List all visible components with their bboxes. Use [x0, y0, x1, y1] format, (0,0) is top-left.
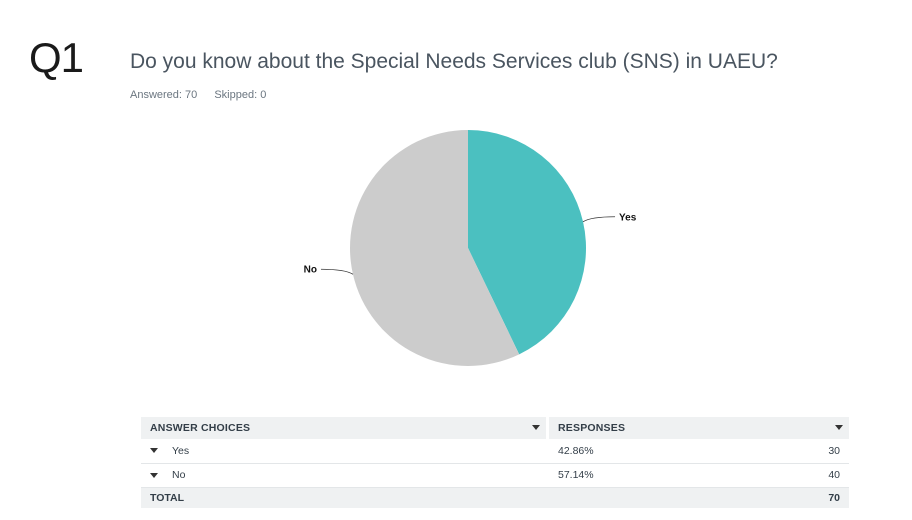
percent-cell: 42.86%: [549, 439, 759, 464]
row-gap: [546, 463, 549, 488]
answer-choices-header-label: ANSWER CHOICES: [150, 422, 251, 434]
choice-label: Yes: [172, 444, 190, 457]
answered-count: Answered: 70: [130, 89, 198, 101]
table-row: Yes 42.86% 30: [141, 439, 849, 464]
row-gap: [546, 439, 549, 464]
responses-header[interactable]: RESPONSES: [549, 417, 849, 439]
leader-line-no: [320, 268, 354, 275]
pie-slice-yes[interactable]: [468, 130, 586, 355]
table-row: No 57.14% 40: [141, 463, 849, 488]
responses-header-label: RESPONSES: [558, 422, 626, 434]
response-meta: Answered: 70 Skipped: 0: [130, 89, 280, 101]
count-cell: 30: [759, 439, 849, 464]
question-number: Q1: [29, 34, 84, 81]
header-gap: [546, 417, 549, 439]
table-header-row: ANSWER CHOICES RESPONSES: [141, 417, 849, 439]
total-row: TOTAL 70: [141, 487, 849, 508]
pie-chart: Yes No: [304, 130, 637, 366]
pie-label-yes: Yes: [619, 212, 637, 223]
leader-line-yes: [582, 216, 616, 223]
choice-cell: No: [141, 463, 546, 488]
total-label: TOTAL: [141, 487, 546, 508]
choice-cell: Yes: [141, 439, 546, 464]
question-title: Do you know about the Special Needs Serv…: [130, 50, 778, 73]
total-gap: [546, 487, 549, 508]
expand-arrow-icon[interactable]: [150, 472, 158, 478]
expand-arrow-icon[interactable]: [150, 448, 158, 454]
sort-arrow-icon[interactable]: [835, 425, 843, 430]
skipped-count: Skipped: 0: [214, 89, 267, 101]
count-cell: 40: [759, 463, 849, 488]
percent-cell: 57.14%: [549, 463, 759, 488]
pie-label-no: No: [304, 265, 317, 276]
total-count: 70: [759, 487, 849, 508]
sort-arrow-icon[interactable]: [532, 425, 540, 430]
answer-choices-header[interactable]: ANSWER CHOICES: [141, 417, 546, 439]
total-spacer: [549, 487, 759, 508]
choice-label: No: [172, 469, 186, 481]
pie-slice-no[interactable]: [349, 130, 520, 366]
answer-table: ANSWER CHOICES RESPONSES Yes 42.86% 30 N…: [141, 417, 849, 508]
